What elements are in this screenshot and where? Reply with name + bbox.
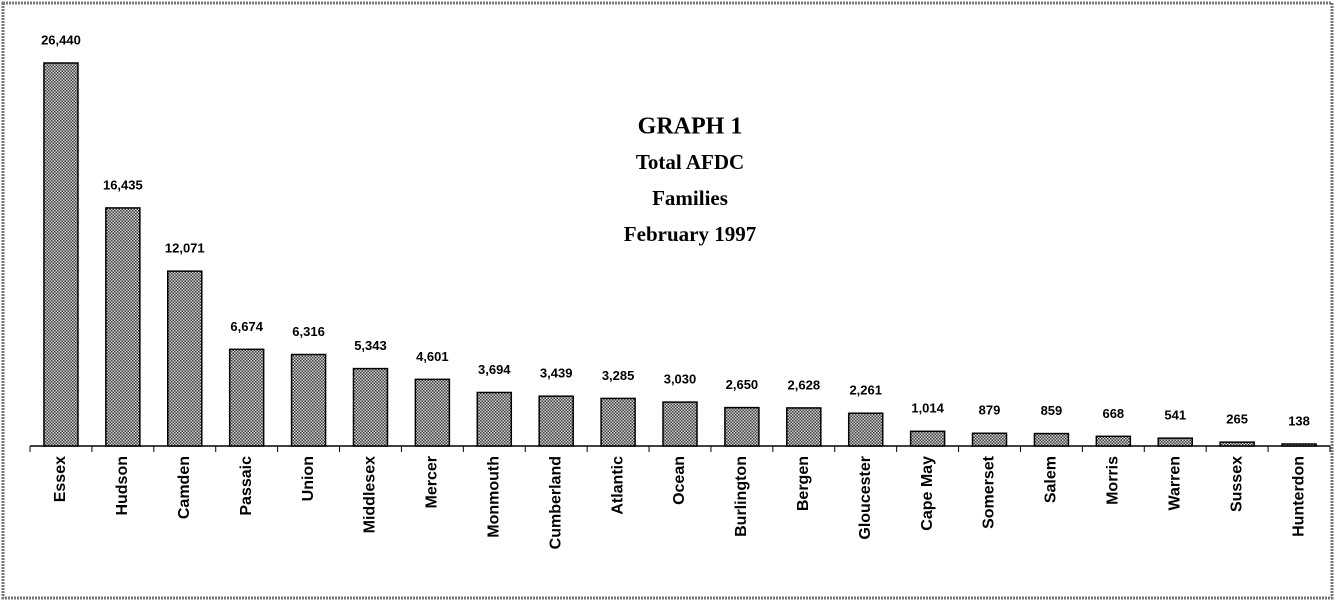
- bar: [352, 367, 389, 447]
- bar: [1033, 432, 1070, 447]
- value-label: 3,439: [540, 366, 573, 381]
- value-label: 541: [1164, 408, 1186, 423]
- value-label: 3,285: [602, 368, 635, 383]
- bar: [105, 207, 141, 447]
- value-label: 4,601: [416, 349, 449, 364]
- value-label: 6,674: [230, 319, 263, 334]
- chart-subtitle: Families: [652, 186, 728, 210]
- value-label: 879: [979, 403, 1001, 418]
- bar: [1095, 435, 1132, 447]
- bar: [909, 430, 946, 447]
- x-tick-label: Mercer: [424, 456, 441, 508]
- x-tick-label: Burlington: [733, 456, 750, 537]
- x-tick-label: Morris: [1105, 456, 1122, 505]
- chart-subtitle: Total AFDC: [636, 150, 744, 174]
- bar: [786, 407, 822, 447]
- value-label: 16,435: [103, 177, 143, 192]
- x-tick-label: Passaic: [238, 456, 255, 516]
- x-tick-label: Somerset: [981, 455, 998, 529]
- value-label: 6,316: [292, 324, 325, 339]
- bar: [43, 62, 79, 447]
- value-label: 859: [1041, 403, 1063, 418]
- value-label: 138: [1288, 413, 1310, 428]
- value-label: 5,343: [354, 338, 387, 353]
- bar: [228, 348, 265, 447]
- x-tick-label: Cape May: [919, 456, 936, 531]
- value-label: 2,261: [849, 383, 882, 398]
- bar: [1219, 441, 1255, 447]
- bar: [538, 395, 574, 447]
- value-label: 26,440: [41, 32, 81, 47]
- x-tick-label: Monmouth: [486, 456, 503, 538]
- x-tick-label: Salem: [1043, 456, 1060, 503]
- x-tick-label: Essex: [52, 456, 69, 502]
- chart-subtitle: February 1997: [624, 222, 756, 246]
- bar: [662, 401, 698, 447]
- bar: [167, 270, 203, 447]
- chart-title: GRAPH 1: [638, 114, 743, 140]
- bar: [290, 353, 327, 447]
- x-tick-label: Warren: [1166, 456, 1183, 511]
- value-label: 668: [1102, 406, 1124, 421]
- value-label: 3,030: [664, 372, 697, 387]
- value-label: 1,014: [911, 401, 944, 416]
- x-tick-label: Sussex: [1228, 456, 1245, 512]
- x-tick-label: Atlantic: [609, 456, 626, 515]
- bar: [414, 378, 451, 447]
- x-tick-label: Bergen: [795, 456, 812, 511]
- bar: [724, 406, 760, 447]
- value-label: 265: [1226, 412, 1248, 427]
- x-tick-label: Cumberland: [547, 456, 564, 549]
- bar: [847, 412, 884, 447]
- x-tick-label: Middlesex: [362, 456, 379, 533]
- x-tick-label: Gloucester: [857, 456, 874, 540]
- bar: [971, 432, 1008, 447]
- value-label: 3,694: [478, 362, 511, 377]
- value-label: 2,628: [788, 377, 821, 392]
- value-label: 12,071: [165, 241, 205, 256]
- x-tick-label: Ocean: [671, 456, 688, 505]
- value-label: 2,650: [726, 377, 759, 392]
- bar: [600, 397, 636, 447]
- x-tick-label: Hudson: [114, 456, 131, 516]
- bar: [1281, 443, 1317, 447]
- x-tick-label: Union: [300, 456, 317, 501]
- x-tick-label: Camden: [176, 456, 193, 519]
- bar: [476, 391, 513, 447]
- bar: [1157, 437, 1193, 447]
- x-tick-label: Hunterdon: [1290, 456, 1307, 537]
